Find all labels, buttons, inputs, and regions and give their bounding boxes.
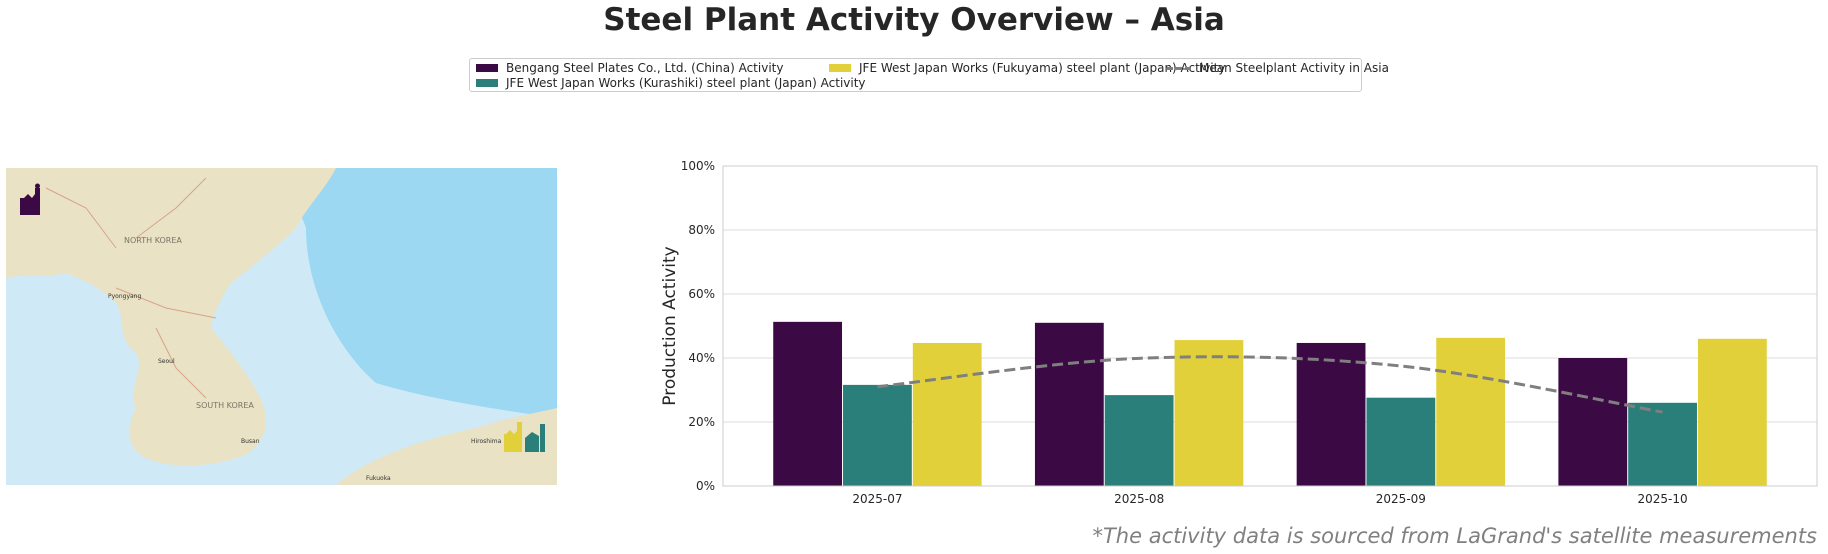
legend-item-bengang: Bengang Steel Plates Co., Ltd. (China) A…	[476, 61, 783, 75]
legend-swatch	[476, 64, 498, 72]
bar-2025-07-series-1	[843, 384, 912, 486]
y-tick-label: 60%	[688, 287, 715, 301]
x-tick-label: 2025-10	[1638, 492, 1688, 506]
bar-2025-10-series-1	[1628, 402, 1697, 486]
legend-label: Bengang Steel Plates Co., Ltd. (China) A…	[506, 61, 784, 75]
footer-note: *The activity data is sourced from LaGra…	[1092, 524, 1817, 548]
y-tick-label: 100%	[681, 159, 715, 173]
legend-swatch	[476, 79, 498, 87]
y-tick-label: 80%	[688, 223, 715, 237]
factory-icon[interactable]	[504, 422, 522, 452]
map: NORTH KOREA SOUTH KOREA Pyongyang Seoul …	[6, 168, 557, 485]
x-tick-label: 2025-09	[1376, 492, 1426, 506]
x-tick-label: 2025-07	[852, 492, 902, 506]
legend-item-kurashiki: JFE West Japan Works (Kurashiki) steel p…	[476, 76, 866, 90]
y-tick-label: 20%	[688, 415, 715, 429]
map-label: Seoul	[158, 358, 175, 365]
y-tick-label: 0%	[696, 479, 715, 493]
mean-activity-line	[877, 355, 1663, 414]
legend-item-mean: Mean Steelplant Activity in Asia	[1167, 61, 1389, 75]
bar-2025-10-series-0	[1558, 358, 1628, 486]
plot-frame	[722, 165, 1818, 487]
legend-item-fukuyama: JFE West Japan Works (Fukuyama) steel pl…	[829, 61, 1225, 75]
map-label: Hiroshima	[471, 438, 502, 445]
bar-2025-10-series-2	[1697, 338, 1767, 486]
bar-2025-08-series-0	[1034, 322, 1104, 486]
legend-label: JFE West Japan Works (Fukuyama) steel pl…	[859, 61, 1226, 75]
map-label: Pyongyang	[108, 293, 141, 300]
x-tick-label: 2025-08	[1114, 492, 1164, 506]
legend-label: Mean Steelplant Activity in Asia	[1199, 61, 1389, 75]
chart-title: Steel Plant Activity Overview – Asia	[603, 2, 1225, 38]
bar-2025-08-series-1	[1104, 395, 1174, 486]
bar-2025-09-series-2	[1436, 337, 1506, 486]
map-label: NORTH KOREA	[124, 236, 182, 245]
factory-icon[interactable]	[525, 424, 545, 452]
bar-2025-07-series-2	[912, 342, 982, 486]
legend-dashed-line	[1167, 66, 1191, 70]
bar-2025-09-series-0	[1296, 342, 1366, 486]
bar-2025-09-series-1	[1366, 397, 1436, 486]
factory-icon[interactable]	[20, 183, 40, 216]
map-label: Fukuoka	[366, 475, 391, 482]
legend-swatch	[829, 64, 851, 72]
legend-label: JFE West Japan Works (Kurashiki) steel p…	[506, 76, 866, 90]
y-tick-label: 40%	[688, 351, 715, 365]
legend: Bengang Steel Plates Co., Ltd. (China) A…	[469, 58, 1389, 92]
bar-2025-07-series-0	[773, 321, 843, 486]
y-axis-label: Production Activity	[660, 246, 680, 405]
bar-2025-08-series-2	[1174, 340, 1244, 486]
map-label: Busan	[241, 438, 260, 445]
map-label: SOUTH KOREA	[196, 401, 254, 410]
